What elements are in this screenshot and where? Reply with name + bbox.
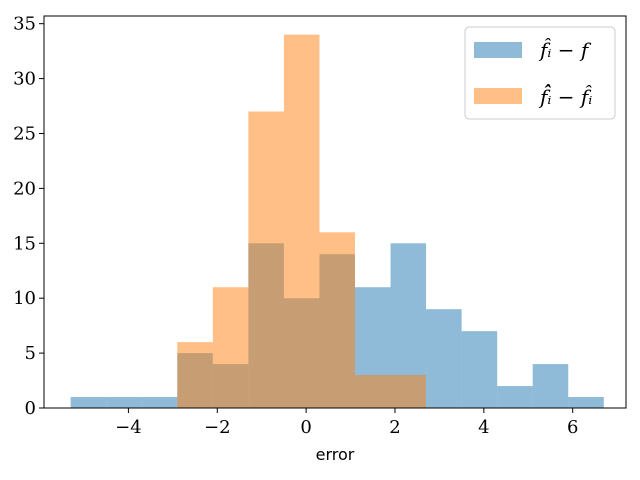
y-tick-label: 35	[13, 14, 36, 35]
legend-label-series-1: f̂ᵢ − f	[538, 38, 592, 62]
histogram-bar-series-2-bin-5	[319, 232, 355, 408]
histogram-bar-series-1-bin-14	[532, 364, 569, 408]
y-tick-label: 0	[25, 398, 36, 419]
histogram-bar-series-2-bin-2	[212, 287, 249, 408]
legend: f̂ᵢ − f f̂̂ᵢ − f̂ᵢ	[464, 26, 616, 120]
histogram-bar-series-1-bin-11	[426, 309, 462, 408]
y-axis: 0 5 10 15 20 25 30 35	[13, 14, 44, 419]
x-tick-label: 0	[300, 417, 311, 438]
histogram-bar-series-1-bin-13	[497, 386, 533, 408]
y-tick-label: 15	[13, 233, 36, 254]
histogram-bar-series-1-bin-3	[141, 397, 178, 408]
histogram-bar-series-1-bin-15	[568, 397, 604, 408]
y-tick-label: 5	[25, 343, 36, 364]
legend-swatch-series-1	[474, 42, 522, 58]
histogram-bar-series-2-bin-6	[354, 375, 391, 408]
y-tick-label: 20	[13, 178, 36, 199]
x-axis: −4 −2 0 2 4 6	[115, 408, 578, 438]
plot-frame	[43, 15, 627, 409]
histogram-bar-series-2-bin-3	[248, 111, 284, 408]
legend-swatch-series-2	[474, 88, 522, 104]
bars-layer	[70, 34, 604, 409]
x-tick-label: 2	[389, 417, 400, 438]
x-tick-label: −2	[204, 417, 231, 438]
legend-label-series-2: f̂̂ᵢ − f̂ᵢ	[538, 83, 593, 109]
x-tick-label: −4	[115, 417, 142, 438]
x-tick-label: 6	[567, 417, 578, 438]
y-tick-label: 10	[13, 288, 36, 309]
histogram-bar-series-1-bin-2	[106, 397, 142, 408]
histogram-bar-series-2-bin-1	[177, 342, 213, 408]
y-tick-label: 30	[13, 69, 36, 90]
histogram-bar-series-2-bin-4	[283, 34, 320, 409]
histogram-bar-series-1-bin-1	[70, 397, 107, 408]
histogram-bar-series-2-bin-7	[390, 375, 427, 408]
x-axis-label: error	[316, 445, 355, 464]
y-tick-label: 25	[13, 123, 36, 144]
histogram-bar-series-1-bin-12	[461, 331, 498, 408]
x-tick-label: 4	[478, 417, 489, 438]
